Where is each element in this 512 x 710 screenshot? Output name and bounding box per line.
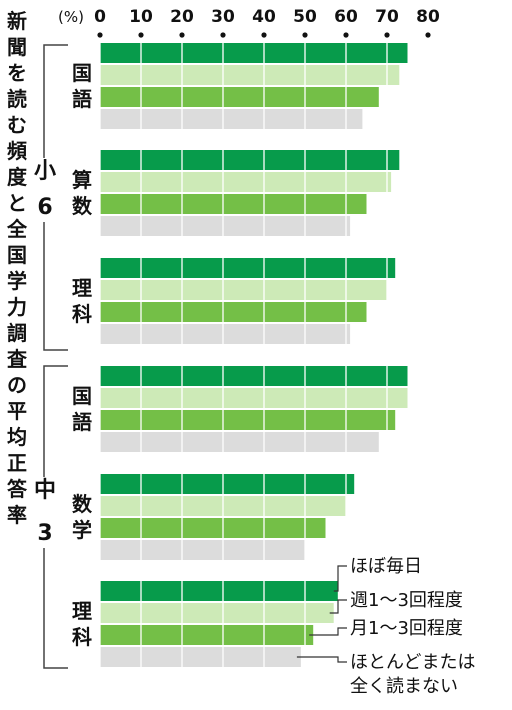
bar-sho6-subject3-series3 xyxy=(100,302,367,322)
legend-label: 月1〜3回程度 xyxy=(350,618,463,639)
x-tick-label: 60 xyxy=(334,7,358,27)
bar-chu3-subject1-series1 xyxy=(100,366,408,386)
legend-leader-line xyxy=(329,599,347,614)
bar-sho6-subject2-series2 xyxy=(100,172,392,192)
x-tick-dot xyxy=(343,32,349,38)
x-tick-label: 70 xyxy=(375,7,399,27)
subject-label: 算数 xyxy=(72,168,93,218)
bar-chu3-subject1-series3 xyxy=(100,410,396,430)
bar-sho6-subject1-series1 xyxy=(100,43,408,63)
subject-label: 理科 xyxy=(72,276,92,326)
chart-title: 新聞を読む頻度と全国学力調査の平均正答率 xyxy=(6,9,28,527)
x-tick-dot xyxy=(302,32,308,38)
bar-chu3-subject2-series3 xyxy=(100,518,326,538)
bar-sho6-subject2-series4 xyxy=(100,216,351,236)
bar-chu3-subject3-series4 xyxy=(100,647,301,667)
bar-chu3-subject3-series3 xyxy=(100,625,314,645)
legend-label: ほぼ毎日 xyxy=(350,556,422,577)
subject-label: 国語 xyxy=(72,384,92,434)
bar-chu3-subject1-series2 xyxy=(100,388,408,408)
bar-sho6-subject1-series4 xyxy=(100,109,363,129)
bars-layer xyxy=(100,43,408,667)
bar-sho6-subject3-series2 xyxy=(100,280,387,300)
text-layer: (%) 0 10 20 30 40 50 60 70 80 新聞を読む頻度と全国学力調査の平均正答率… xyxy=(6,7,440,649)
group-label-bg xyxy=(34,158,56,222)
legend-label: ほとんどまたは全く読まない xyxy=(350,652,475,697)
bar-chu3-subject1-series4 xyxy=(100,432,379,452)
bar-chu3-subject2-series4 xyxy=(100,540,305,560)
legend-leader-line xyxy=(333,565,347,592)
bar-sho6-subject2-series3 xyxy=(100,194,367,214)
x-tick-dot xyxy=(138,32,144,38)
x-tick-label: 50 xyxy=(293,7,317,27)
x-tick-label: 40 xyxy=(252,7,276,27)
x-tick-label: 10 xyxy=(129,7,153,27)
group-label-bg xyxy=(34,477,56,548)
x-tick-dot xyxy=(384,32,390,38)
legend-leader-line xyxy=(296,656,347,663)
x-tick-dot xyxy=(261,32,267,38)
x-tick-dot xyxy=(220,32,226,38)
legend-label: 週1〜3回程度 xyxy=(350,590,463,611)
bar-sho6-subject1-series2 xyxy=(100,65,400,85)
x-tick-label: 20 xyxy=(170,7,194,27)
subject-label: 数学 xyxy=(72,492,93,542)
x-tick-dot xyxy=(97,32,103,38)
brackets-layer xyxy=(34,44,68,669)
bar-sho6-subject1-series3 xyxy=(100,87,379,107)
x-tick-label: 30 xyxy=(211,7,235,27)
subject-label: 理科 xyxy=(72,599,92,649)
bar-sho6-subject3-series4 xyxy=(100,324,351,344)
x-tick-label: 80 xyxy=(416,7,440,27)
unit-label: (%) xyxy=(58,8,84,26)
bar-chu3-subject3-series2 xyxy=(100,603,334,623)
x-tick-label: 0 xyxy=(94,7,106,27)
grid-layer xyxy=(99,40,429,668)
x-tick-dot xyxy=(179,32,185,38)
bar-sho6-subject3-series1 xyxy=(100,258,396,278)
bar-chu3-subject2-series1 xyxy=(100,474,355,494)
legend-leader-line xyxy=(309,627,347,636)
x-tick-dot xyxy=(425,32,431,38)
bar-chu3-subject3-series1 xyxy=(100,581,338,601)
subject-label: 国語 xyxy=(72,61,92,111)
bar-sho6-subject2-series1 xyxy=(100,150,400,170)
